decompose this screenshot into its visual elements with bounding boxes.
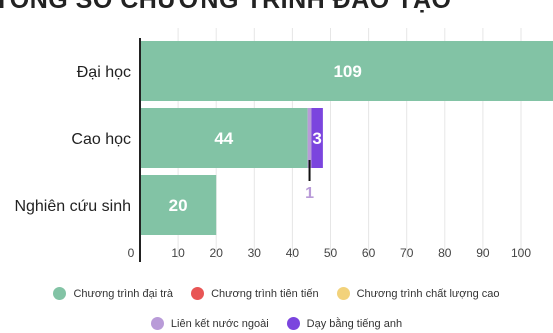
tick-label-80: 80: [438, 246, 452, 260]
category-label-1: Cao học: [71, 131, 131, 148]
category-label-0: Đại học: [77, 64, 131, 81]
legend-item-0: Chương trình đại trà: [53, 287, 173, 300]
category-label-2: Nghiên cứu sinh: [14, 198, 131, 215]
legend-swatch-1: [191, 287, 205, 300]
legend-label-0: Chương trình đại trà: [73, 287, 174, 300]
legend-swatch-3: [150, 317, 164, 330]
legend-swatch-0: [53, 287, 67, 300]
tick-label-90: 90: [476, 246, 490, 260]
legend-item-3: Liên kết nước ngoài: [150, 317, 269, 330]
tick-label-0: 0: [128, 246, 135, 260]
tick-label-30: 30: [248, 246, 262, 260]
bar-0-series-0: [140, 41, 553, 101]
bar-1-series-3: [307, 108, 312, 168]
legend-label-1: Chương trình tiên tiến: [211, 287, 319, 300]
data-label-dai-hoc-dai-tra: 109: [333, 62, 361, 81]
legend-row-1: Chương trình đại trà Chương trình tiên ti…: [0, 287, 553, 300]
legend-swatch-4: [286, 317, 300, 330]
legend-swatch-2: [336, 287, 350, 300]
data-label-cao-hoc-lien-ket: 1: [305, 185, 314, 202]
legend-label-3: Liên kết nước ngoài: [170, 317, 269, 330]
data-label-ncs-dai-tra: 20: [169, 196, 188, 215]
legend-label-2: Chương trình chất lượng cao: [356, 287, 500, 300]
tick-label-20: 20: [210, 246, 224, 260]
tick-label-10: 10: [171, 246, 185, 260]
data-label-cao-hoc-tieng-anh: 3: [312, 129, 321, 148]
legend-item-2: Chương trình chất lượng cao: [336, 287, 500, 300]
tick-label-100: 100: [511, 246, 531, 260]
bar-1-series-0: [140, 108, 308, 168]
tick-label-70: 70: [400, 246, 414, 260]
legend-row-2: Liên kết nước ngoài Dạy bằng tiếng anh: [0, 317, 553, 330]
legend-item-1: Chương trình tiên tiến: [191, 287, 319, 300]
legend-label-4: Dạy bằng tiếng anh: [306, 317, 403, 330]
legend-item-4: Dạy bằng tiếng anh: [286, 317, 403, 330]
chart-title: TỔNG SỐ CHƯƠNG TRÌNH ĐÀO TẠO: [0, 0, 452, 14]
bar-2-series-0: [140, 175, 217, 235]
tick-label-60: 60: [362, 246, 376, 260]
tick-label-50: 50: [324, 246, 338, 260]
bar-1-series-4: [311, 108, 323, 168]
tick-label-40: 40: [286, 246, 300, 260]
data-label-cao-hoc-dai-tra: 44: [214, 129, 233, 148]
